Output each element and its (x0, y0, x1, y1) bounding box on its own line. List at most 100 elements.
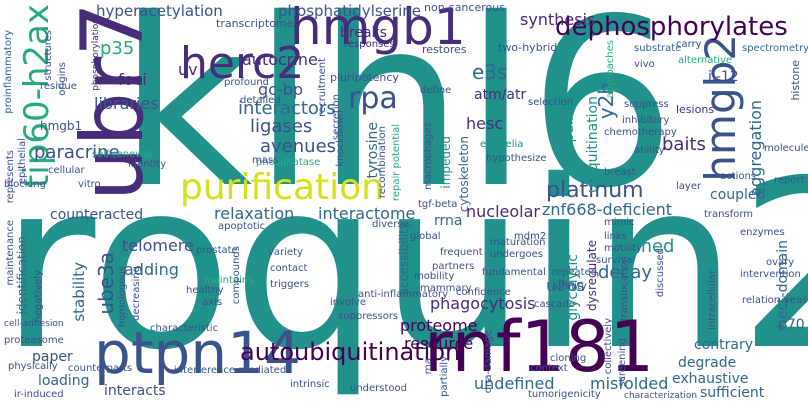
word-autoubiquitination: autoubiquitination (240, 338, 461, 366)
word-vitro: vitro (78, 179, 101, 190)
word-actions: actions (720, 171, 756, 182)
word-contrary: contrary (694, 337, 754, 353)
word-structures: structures (43, 30, 54, 81)
word-cascade: cascade (534, 299, 575, 310)
word-maturation: maturation (490, 237, 546, 248)
word-accessibility: accessibility (397, 222, 411, 296)
word-roquin2: roquin2 (0, 131, 808, 401)
word-aggregation: aggregation (746, 100, 765, 197)
word-named: named (612, 236, 675, 257)
word-degrade: degrade (678, 355, 737, 371)
word-partially: partially (439, 356, 450, 397)
word-tumorigenicity: tumorigenicity (528, 389, 601, 400)
word-interference-mediated: interference-mediated (174, 365, 287, 376)
word-interactors: interactors (238, 98, 336, 119)
word-phosphatidylserine: phosphatidylserine (278, 2, 421, 20)
word-foci: foci (118, 70, 147, 89)
word-decreasing: decreasing (131, 266, 142, 321)
word-repair-potential: repair potential (391, 124, 402, 202)
word-hmgb1: hmgb1 (290, 0, 466, 56)
word-e3s: e3s (472, 60, 508, 84)
word-diverse: diverse (372, 219, 409, 230)
word-discussed: discussed (655, 248, 666, 298)
word-restores: restores (422, 43, 467, 56)
word-loading: loading (38, 373, 90, 389)
word-non-cancerous: non-cancerous (424, 1, 505, 14)
word-atm-atr: atm/atr (474, 87, 527, 103)
word-impairs: impairs (561, 108, 577, 160)
word-interactome: interactome (318, 204, 416, 223)
word-pluripotency: pluripotency (330, 71, 399, 84)
word-identification: identification (15, 236, 29, 315)
word-responses: responses (344, 39, 395, 50)
word-undergoes: undergoes (490, 249, 543, 260)
word-global: global (410, 231, 441, 242)
word-autocrine: autocrine (242, 50, 318, 69)
word-undefined: undefined (474, 374, 555, 393)
word-hyperacetylation: hyperacetylation (96, 2, 223, 20)
word-p70: p70 (778, 317, 805, 333)
word-carry: carry (676, 39, 702, 50)
word-triggers: triggers (270, 279, 309, 290)
word-resource: resource (404, 334, 474, 353)
word-misfolded: misfolded (590, 374, 669, 393)
word-phosphatase: phosphatase (256, 157, 321, 168)
word-translocation: translocation (619, 256, 630, 322)
word-detailed: detailed (240, 95, 281, 106)
word-variety: variety (268, 247, 303, 258)
word-fundamental: fundamental (482, 267, 546, 278)
word-hypothesize: hypothesize (486, 153, 547, 164)
word-motility: motility (604, 243, 642, 254)
word-cytoskeleton: cytoskeleton (457, 136, 471, 213)
word-exhaustive: exhaustive (672, 371, 749, 387)
word-synthesis: synthesis (520, 10, 596, 29)
word-understood: understood (350, 383, 408, 394)
word-maintains: maintains (204, 275, 254, 286)
word-nucleolar: nucleolar (466, 202, 540, 221)
word-sufficient: sufficient (700, 385, 765, 401)
word-rpa: rpa (348, 81, 398, 116)
word-layer: layer (676, 181, 702, 192)
word-tgf-beta: tgf-beta (418, 199, 458, 210)
word-approaches: approaches (605, 40, 616, 99)
word-prostate: prostate (196, 245, 238, 256)
word-report: report (774, 175, 805, 186)
word-transform: transform (704, 209, 754, 220)
word-profound: profound (224, 77, 270, 88)
word-hesc: hesc (466, 114, 504, 133)
word-ligases: ligases (250, 116, 313, 137)
word-links: links (604, 231, 627, 242)
word-hmgb1-small: hmgb1 (40, 119, 83, 133)
word-identity: identity (128, 159, 167, 170)
word-rrna: rrna (434, 213, 463, 229)
word-recombination: recombination (377, 126, 388, 199)
word-suppress: suppress (624, 99, 669, 110)
word-alternative: alternative (678, 55, 733, 66)
word-screening: screening (617, 338, 628, 387)
word-dephosphorylates: dephosphorylates (555, 12, 788, 42)
word-represents: represents (5, 150, 16, 204)
word-physically: physically (8, 361, 58, 372)
word-apoptotic: apoptotic (218, 221, 266, 232)
word-define: define (420, 85, 452, 96)
word-phosphorylation: phosphorylation (91, 18, 101, 91)
word-platinum: platinum (546, 178, 644, 203)
word-repeated: repeated (552, 267, 598, 278)
word-knockdown: knockdown (335, 110, 346, 167)
word-axis: axis (202, 297, 223, 308)
word-partners: partners (432, 261, 475, 272)
word-mdm2: mdm2 (514, 231, 547, 242)
word-klhl6: klhl6 (118, 0, 676, 239)
word-ptpn14: ptpn14 (94, 319, 301, 387)
word-purification: purification (180, 167, 384, 208)
word-proinflammatory: proinflammatory (3, 30, 14, 114)
word-mass: mass (252, 155, 279, 166)
word-affinity: affinity (552, 281, 587, 292)
word-herc2: herc2 (180, 38, 305, 89)
word-ube3a: ube3a (94, 252, 118, 315)
word-recruitment: recruitment (317, 58, 328, 117)
word-collectively: collectively (603, 318, 614, 375)
word-breast: breast (604, 167, 636, 178)
word-spectrometry: spectrometry (742, 43, 808, 54)
word-mammary: mammary (420, 283, 472, 294)
